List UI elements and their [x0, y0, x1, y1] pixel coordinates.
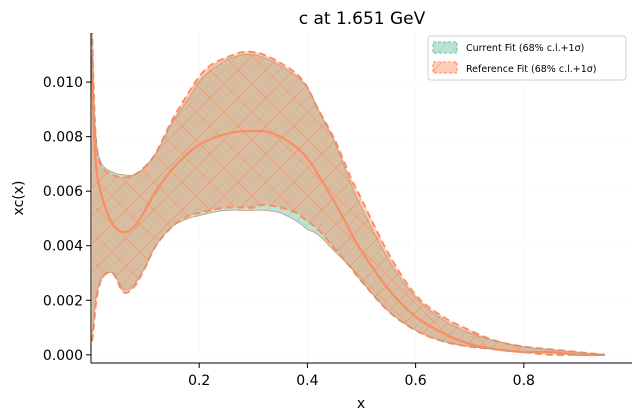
x-tick-label: 0.6: [404, 373, 426, 389]
current-lower-edge: [91, 209, 605, 356]
band-hatch-reference: [92, 33, 605, 356]
y-tick-label: 0.006: [43, 184, 83, 200]
lines: [91, 33, 605, 357]
y-tick-label: 0.010: [43, 75, 83, 91]
legend-swatch-current-hatch: [433, 42, 457, 53]
y-tick-label: 0.008: [43, 130, 83, 146]
legend: Current Fit (68% c.l.+1σ) Reference Fit …: [427, 35, 627, 81]
legend-label-current: Current Fit (68% c.l.+1σ): [466, 43, 584, 54]
x-tick-label: 0.4: [296, 373, 318, 389]
legend-swatch-reference-hatch: [433, 62, 457, 73]
x-axis-label: x: [357, 396, 365, 412]
chart-title: c at 1.651 GeV: [299, 9, 426, 29]
y-tick-label: 0.000: [43, 348, 83, 364]
legend-label-reference: Reference Fit (68% c.l.+1σ): [466, 64, 597, 75]
x-tick-label: 0.8: [513, 373, 535, 389]
x-tick-label: 0.2: [188, 373, 210, 389]
reference-central-line: [91, 54, 605, 357]
x-ticks: 0.2 0.4 0.6 0.8: [188, 363, 535, 389]
current-upper-edge: [91, 33, 605, 356]
bands: [92, 33, 605, 356]
legend-frame: [427, 35, 627, 81]
y-tick-label: 0.004: [43, 239, 83, 255]
y-tick-label: 0.002: [43, 293, 83, 309]
reference-upper-line: [91, 33, 605, 356]
y-ticks: 0.000 0.002 0.004 0.006 0.008 0.010: [43, 75, 91, 364]
y-axis-label: xc(x): [11, 181, 27, 216]
